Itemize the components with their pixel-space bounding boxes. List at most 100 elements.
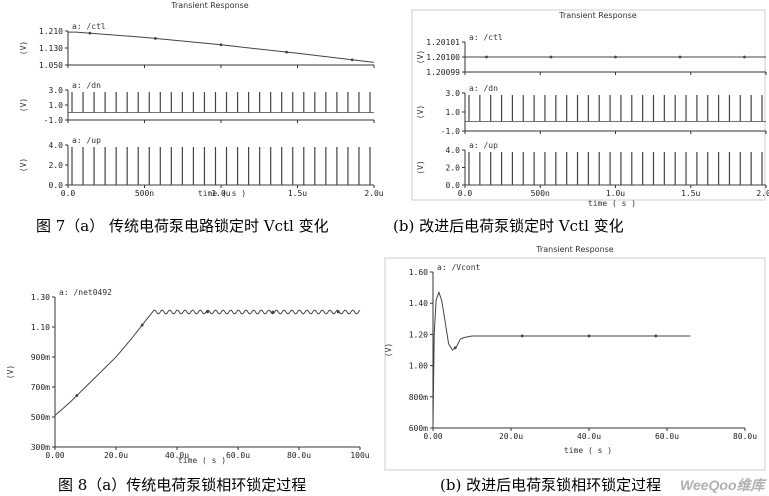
x-axis-label: time ( s ) bbox=[588, 199, 636, 208]
y-axis-label: (V) bbox=[19, 158, 28, 172]
y-tick-label: 3.0 bbox=[446, 89, 461, 98]
watermark-logo: WeeQoo维库 bbox=[680, 477, 765, 493]
x-tick-label: 2.0u bbox=[756, 189, 769, 198]
signal-label: a: /net0492 bbox=[59, 288, 112, 297]
y-axis-label: (V) bbox=[416, 105, 425, 119]
y-tick-label: 500m bbox=[31, 413, 50, 422]
panel-1: a: /dn (V) 3.0 1.0 -1.0 bbox=[416, 84, 767, 136]
y-tick-label: 2.0 bbox=[446, 164, 461, 173]
y-tick-label: 1.20 bbox=[409, 330, 428, 339]
panel-2: a: /up (V) 4.0 2.0 0.00.0 500n 1.0u 1.5u 2.0u bbox=[416, 141, 769, 198]
y-tick-label: 2.0 bbox=[49, 161, 64, 170]
signal-label: a: /Vcont bbox=[437, 263, 481, 272]
signal-label: a: /up bbox=[72, 136, 101, 145]
y-tick-label: 1.10 bbox=[31, 323, 50, 332]
y-axis-label: (V) bbox=[416, 160, 425, 174]
y-tick-label: 900m bbox=[31, 353, 50, 362]
y-axis-label: (V) bbox=[19, 98, 28, 112]
y-tick-label: 700m bbox=[31, 383, 50, 392]
chart-title: Transient Response bbox=[558, 11, 637, 20]
panel-0: a: /Vcont (V) 1.60 1.40 1.20 1.00 800m 600m0.00… bbox=[384, 263, 757, 441]
series-marker bbox=[219, 43, 223, 47]
series-marker bbox=[271, 310, 275, 314]
y-tick-label: 300m bbox=[31, 443, 50, 452]
x-tick-label: 1.5u bbox=[681, 189, 700, 198]
series-marker bbox=[614, 55, 617, 59]
y-tick-label: 1.20100 bbox=[426, 53, 460, 62]
x-tick-label: 0.00 bbox=[423, 432, 442, 441]
x-tick-label: 0.0 bbox=[458, 189, 473, 198]
signal-label: a: /ctl bbox=[469, 33, 503, 42]
y-tick-label: 1.60 bbox=[409, 268, 428, 277]
y-tick-label: 1.00 bbox=[409, 362, 428, 371]
x-tick-label: 500n bbox=[531, 189, 550, 198]
chart-title: Transient Response bbox=[535, 245, 614, 254]
series-marker bbox=[654, 334, 658, 338]
panel-0: a: /ctl (V)1.20101 1.20100 1.20099 bbox=[416, 33, 767, 77]
y-tick-label: 1.20099 bbox=[426, 68, 460, 77]
signal-label: a: /dn bbox=[469, 84, 498, 93]
series-marker bbox=[678, 55, 682, 59]
y-tick-label: 800m bbox=[409, 393, 428, 402]
series-marker bbox=[520, 334, 524, 338]
y-tick-label: 1.210 bbox=[39, 27, 63, 36]
y-tick-label: 0.0 bbox=[49, 181, 64, 190]
x-tick-label: 0.00 bbox=[45, 451, 64, 460]
series-marker bbox=[140, 323, 144, 327]
series-marker bbox=[743, 55, 746, 59]
caption-fig8b: (b) 改进后电荷泵锁相环锁定过程 bbox=[440, 476, 662, 494]
y-tick-label: -1.0 bbox=[44, 116, 63, 125]
series-marker bbox=[485, 55, 488, 59]
panel-2: a: /up (V) 4.0 2.0 0.00.0 500n 1.0u 1.5u 2.0u bbox=[19, 136, 384, 198]
x-tick-label: 1.0u bbox=[211, 189, 230, 198]
x-axis-label: time ( s ) bbox=[564, 446, 612, 455]
y-tick-label: 3.0 bbox=[49, 86, 64, 95]
x-tick-label: 20.0u bbox=[104, 451, 128, 460]
series-marker bbox=[88, 31, 92, 35]
y-tick-label: 1.0 bbox=[49, 101, 64, 110]
y-tick-label: 600m bbox=[409, 424, 428, 433]
y-tick-label: 1.30 bbox=[31, 293, 50, 302]
chart-fig8a: a: /net0492 (V) 1.30 1.10 900m 700m 500m 300m0.… bbox=[6, 288, 370, 465]
series-marker bbox=[587, 334, 591, 338]
y-tick-label: 1.20101 bbox=[426, 38, 460, 47]
caption-fig8a: 图 8（a）传统电荷泵锁相环锁定过程 bbox=[58, 476, 307, 494]
x-tick-label: 40.0u bbox=[577, 432, 601, 441]
y-tick-label: 4.0 bbox=[446, 146, 461, 155]
series-line bbox=[432, 290, 691, 429]
y-axis-label: (V) bbox=[416, 50, 425, 64]
series-marker bbox=[336, 310, 340, 314]
series-marker bbox=[549, 55, 553, 59]
x-tick-label: 1.0u bbox=[606, 189, 625, 198]
panel-1: a: /dn (V) 3.0 1.0 -1.0 bbox=[19, 81, 375, 125]
y-tick-label: 1.050 bbox=[39, 61, 63, 70]
series-line bbox=[68, 31, 375, 63]
chart-fig8b: Transient Response a: /Vcont (V) 1.60 1.40 1.… bbox=[384, 245, 766, 471]
series-marker bbox=[154, 37, 157, 40]
y-axis-label: (V) bbox=[19, 41, 28, 55]
y-axis-label: (V) bbox=[384, 343, 393, 357]
y-tick-label: 4.0 bbox=[49, 141, 64, 150]
y-axis-label: (V) bbox=[6, 365, 15, 379]
x-tick-label: 100u bbox=[350, 451, 369, 460]
x-axis-label: time ( s ) bbox=[178, 456, 226, 465]
series-marker bbox=[75, 394, 79, 397]
x-tick-label: 40.0u bbox=[165, 451, 189, 460]
signal-label: a: /dn bbox=[72, 81, 101, 90]
series-line bbox=[54, 309, 361, 416]
x-axis-label: time ( s ) bbox=[198, 189, 246, 198]
series-marker bbox=[285, 50, 288, 54]
x-tick-label: 60.0u bbox=[655, 432, 679, 441]
series-marker bbox=[453, 346, 457, 350]
y-tick-label: 1.0 bbox=[446, 108, 461, 117]
chart-title: Transient Response bbox=[170, 1, 249, 10]
x-tick-label: 500n bbox=[135, 189, 154, 198]
y-tick-label: -1.0 bbox=[441, 127, 460, 136]
signal-label: a: /ctl bbox=[72, 22, 106, 31]
x-tick-label: 20.0u bbox=[499, 432, 523, 441]
x-tick-label: 1.5u bbox=[288, 189, 307, 198]
series-marker bbox=[206, 310, 209, 314]
x-tick-label: 80.0u bbox=[733, 432, 757, 441]
